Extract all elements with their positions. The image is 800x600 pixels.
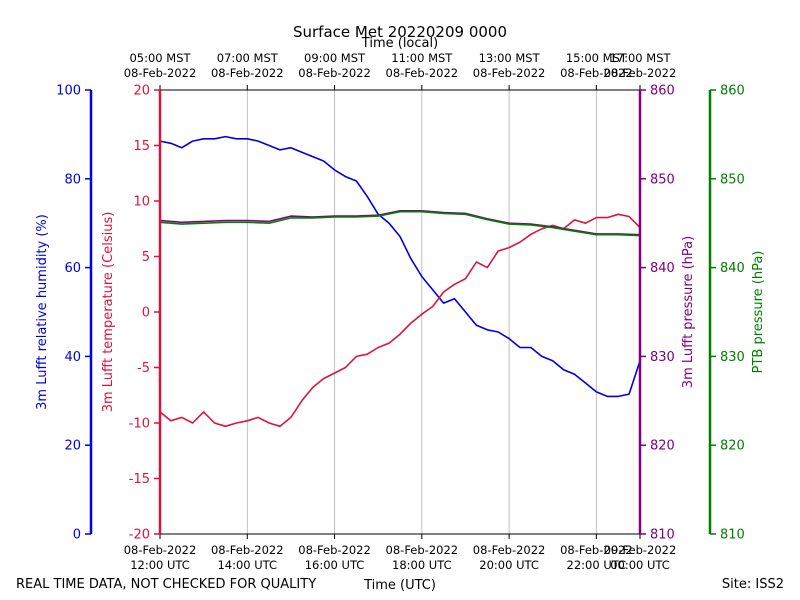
top-tick-time: 17:00 MST	[609, 51, 671, 65]
rh-tick-label: 40	[64, 350, 81, 365]
x-tick-date: 08-Feb-2022	[298, 543, 371, 557]
vertical-gridlines	[246, 90, 597, 534]
ptb-axis-label: PTB pressure (hPa)	[751, 251, 766, 374]
pres-tick-label: 850	[650, 172, 675, 187]
chart-title: Surface Met 20220209 0000	[293, 23, 507, 41]
rh-tick-label: 0	[73, 528, 81, 543]
top-axis-title: Time (local)	[361, 36, 438, 51]
top-tick-date: 08-Feb-2022	[604, 66, 677, 80]
top-tick-date: 08-Feb-2022	[124, 66, 197, 80]
ptb-tick-label: 820	[720, 439, 745, 454]
ptb-tick-label: 830	[720, 350, 745, 365]
top-tick-time: 07:00 MST	[217, 51, 279, 65]
temp-tick-label: -10	[129, 417, 150, 432]
ptb-tick-label: 850	[720, 172, 745, 187]
temp-tick-label: 15	[133, 139, 150, 154]
x-tick-time: 18:00 UTC	[392, 558, 452, 572]
temp-tick-label: 10	[133, 195, 150, 210]
x-tick-date: 09-Feb-2022	[604, 543, 677, 557]
x-axis-title: Time (UTC)	[363, 578, 436, 593]
series-layer	[159, 135, 641, 428]
temp-tick-label: 0	[142, 306, 150, 321]
x-tick-time: 22:00 UTC	[567, 558, 627, 572]
pres-tick-label: 820	[650, 439, 675, 454]
top-tick-date: 08-Feb-2022	[386, 66, 459, 80]
pres-tick-label: 860	[650, 84, 675, 99]
site-label: Site: ISS2	[722, 577, 784, 592]
x-tick-date: 08-Feb-2022	[560, 543, 633, 557]
rh-tick-label: 100	[56, 84, 81, 99]
pres-tick-label: 810	[650, 528, 675, 543]
top-tick-time: 13:00 MST	[479, 51, 541, 65]
top-tick-date: 08-Feb-2022	[211, 66, 284, 80]
x-tick-time: 14:00 UTC	[217, 558, 277, 572]
rh-tick-label: 80	[64, 172, 81, 187]
top-tick-time: 15:00 MST	[566, 51, 628, 65]
rh-axis-label: 3m Lufft relative humidity (%)	[35, 214, 50, 410]
temp-tick-label: -15	[129, 472, 150, 487]
x-tick-date: 08-Feb-2022	[124, 543, 197, 557]
x-tick-date: 08-Feb-2022	[473, 543, 546, 557]
pres-series-line	[159, 210, 641, 236]
rh-tick-label: 20	[64, 439, 81, 454]
top-tick-date: 08-Feb-2022	[560, 66, 633, 80]
rh-series-line	[159, 135, 641, 398]
x-tick-time: 00:00 UTC	[610, 558, 670, 572]
x-tick-date: 08-Feb-2022	[211, 543, 284, 557]
ptb-tick-label: 840	[720, 261, 745, 276]
top-tick-date: 08-Feb-2022	[298, 66, 371, 80]
top-tick-time: 05:00 MST	[129, 51, 191, 65]
x-tick-date: 08-Feb-2022	[386, 543, 459, 557]
top-tick-date: 08-Feb-2022	[473, 66, 546, 80]
x-tick-time: 20:00 UTC	[479, 558, 539, 572]
temp-tick-label: 20	[133, 84, 150, 99]
top-tick-time: 09:00 MST	[304, 51, 366, 65]
ptb-tick-label: 810	[720, 528, 745, 543]
pres-tick-label: 830	[650, 350, 675, 365]
top-tick-time: 11:00 MST	[391, 51, 453, 65]
temp-tick-label: -5	[137, 361, 150, 376]
x-tick-time: 12:00 UTC	[130, 558, 190, 572]
plot-area	[160, 90, 640, 534]
ptb-tick-label: 860	[720, 84, 745, 99]
quality-notice: REAL TIME DATA, NOT CHECKED FOR QUALITY	[16, 577, 316, 592]
ptb-series-line	[159, 210, 641, 237]
rh-tick-label: 60	[64, 261, 81, 276]
temp-axis-label: 3m Lufft temperature (Celsius)	[101, 212, 116, 413]
pres-tick-label: 840	[650, 261, 675, 276]
temp-tick-label: -20	[129, 528, 150, 543]
x-tick-time: 16:00 UTC	[305, 558, 365, 572]
temp-tick-label: 5	[142, 250, 150, 265]
pres-axis-label: 3m Lufft pressure (hPa)	[681, 236, 696, 388]
